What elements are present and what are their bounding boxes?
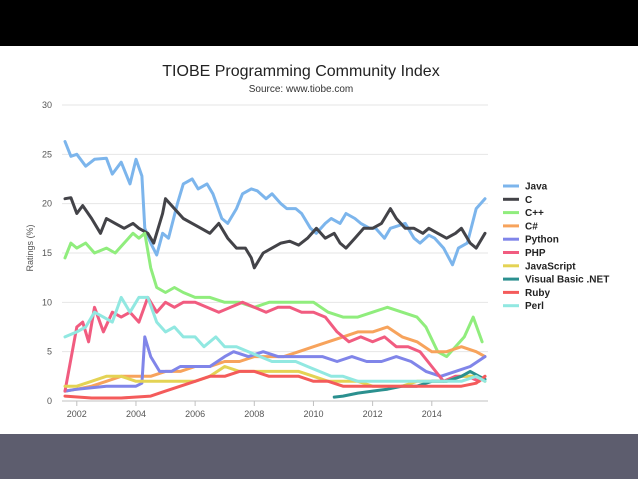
series-line-c xyxy=(63,196,487,270)
y-tick-label: 30 xyxy=(42,100,52,110)
y-tick-label: 5 xyxy=(47,347,52,357)
legend-label-c[interactable]: C++ xyxy=(525,208,544,219)
x-tick-label: 2012 xyxy=(363,409,383,419)
x-tick-label: 2006 xyxy=(185,409,205,419)
legend: Java C C++ C# Python PHP JavaScript Visual Basi… xyxy=(503,182,609,312)
y-tick-label: 10 xyxy=(42,297,52,307)
legend-label-c[interactable]: C# xyxy=(525,221,538,232)
series-line-java xyxy=(63,140,487,267)
x-axis-ticks: 2002 2004 2006 2008 2010 2012 2014 xyxy=(67,401,442,419)
legend-label-php[interactable]: PHP xyxy=(525,248,546,259)
series-lines xyxy=(63,140,487,400)
line-chart: 0 5 10 15 20 25 30 2002 2004 2006 2008 2010 2012 201… xyxy=(25,63,609,419)
y-tick-label: 15 xyxy=(42,248,52,258)
legend-label-perl[interactable]: Perl xyxy=(525,301,544,312)
legend-label-java[interactable]: Java xyxy=(525,182,548,193)
series-line-python xyxy=(63,335,487,393)
x-tick-label: 2002 xyxy=(67,409,87,419)
legend-label-python[interactable]: Python xyxy=(525,235,559,246)
series-line-c xyxy=(63,231,484,359)
series-line-perl xyxy=(63,295,487,383)
y-tick-label: 20 xyxy=(42,199,52,209)
x-tick-label: 2008 xyxy=(244,409,264,419)
x-tick-label: 2004 xyxy=(126,409,146,419)
legend-label-c[interactable]: C xyxy=(525,195,532,206)
chart-subtitle: Source: www.tiobe.com xyxy=(249,84,354,95)
x-tick-label: 2014 xyxy=(422,409,442,419)
series-line-ruby xyxy=(63,369,487,400)
legend-label-javascript[interactable]: JavaScript xyxy=(525,261,576,272)
series-line-php xyxy=(63,295,487,393)
chart-title: TIOBE Programming Community Index xyxy=(162,63,439,80)
y-tick-label: 25 xyxy=(42,149,52,159)
y-tick-label: 0 xyxy=(47,396,52,406)
top-black-bar xyxy=(0,0,638,46)
legend-label-visual-basic-net[interactable]: Visual Basic .NET xyxy=(525,275,609,286)
legend-label-ruby[interactable]: Ruby xyxy=(525,288,550,299)
x-tick-label: 2010 xyxy=(303,409,323,419)
y-axis-title: Ratings (%) xyxy=(25,224,35,271)
bottom-bar xyxy=(0,434,638,479)
y-axis-ticks: 0 5 10 15 20 25 30 xyxy=(42,100,52,406)
